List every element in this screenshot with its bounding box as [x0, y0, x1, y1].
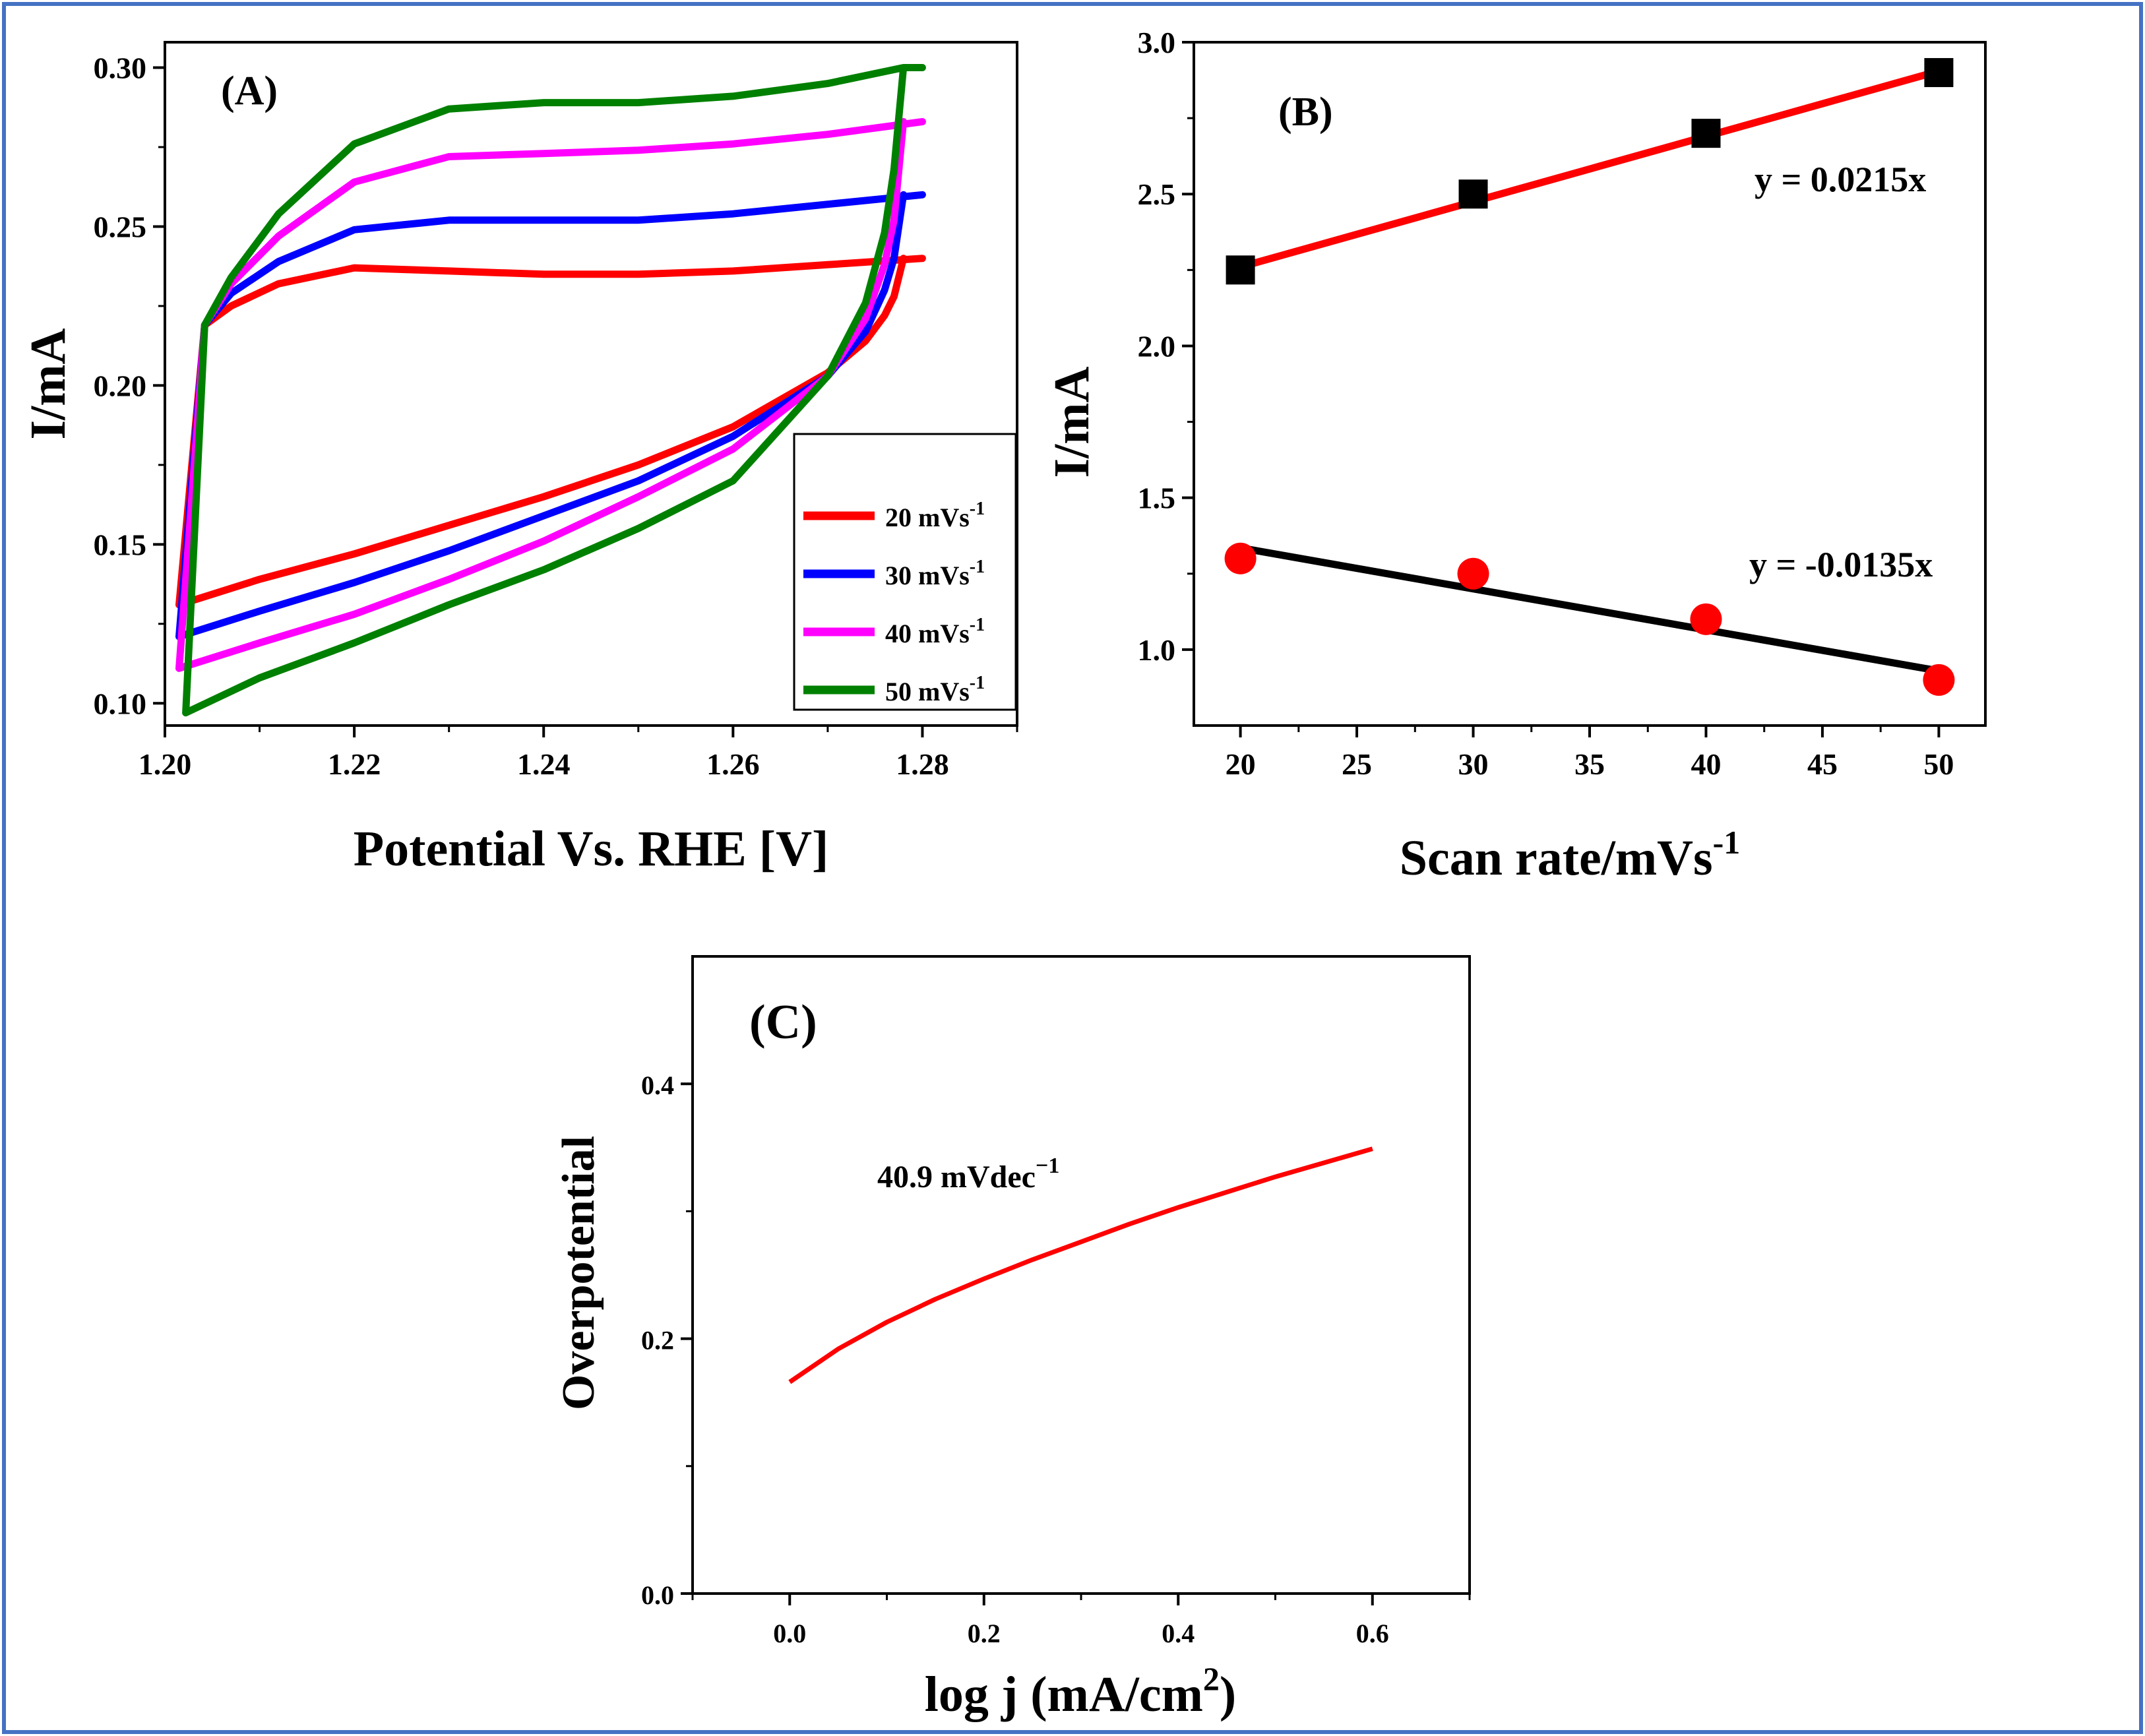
cv-curve-50 [182, 64, 926, 717]
y-tick-label: 0.25 [94, 210, 147, 243]
y-tick-label: 0.0 [641, 1580, 674, 1610]
panel-c-x-label: log j (mA/cm2) [925, 1660, 1236, 1722]
x-tick-label: 0.4 [1162, 1619, 1195, 1648]
marker-circle [1923, 664, 1955, 696]
panel-b-x-label: Scan rate/mVs-1 [1400, 824, 1741, 886]
x-tick-label: 0.6 [1356, 1619, 1389, 1648]
marker-square [1458, 179, 1488, 209]
panel-b-equation-lower: y = -0.0135x [1749, 545, 1933, 584]
y-tick-label: 1.0 [1138, 633, 1176, 667]
x-tick-label: 40 [1691, 747, 1721, 781]
panel-b-label: (B) [1278, 90, 1333, 135]
legend-entry-40: 40 mVs-1 [885, 615, 985, 648]
marker-square [1691, 119, 1721, 148]
panel-c-y-label: Overpotential [553, 1136, 604, 1410]
y-tick-label: 3.0 [1138, 26, 1176, 59]
panel-b: 20 25 30 35 40 45 50 1.0 1.5 2.0 2.5 3.0 (B) y = 0… [1044, 26, 1987, 886]
marker-circle [1690, 603, 1722, 635]
panel-a-plot [175, 64, 926, 717]
x-tick-label: 1.26 [706, 747, 760, 781]
x-tick-label: 35 [1574, 747, 1605, 781]
panel-c-annotation: 40.9 mVdec−1 [877, 1154, 1059, 1194]
x-tick-label: 25 [1342, 747, 1372, 781]
panel-c-y-ticks: 0.0 0.2 0.4 [641, 1070, 693, 1610]
marker-square [1924, 58, 1954, 88]
panel-a: 1.20 1.22 1.24 1.26 1.28 0.10 0.15 0.20 0.25 0.3… [20, 41, 1018, 877]
x-tick-label: 45 [1807, 747, 1838, 781]
marker-square [1226, 255, 1255, 285]
x-tick-label: 50 [1923, 747, 1954, 781]
panel-b-y-ticks: 1.0 1.5 2.0 2.5 3.0 [1138, 26, 1194, 667]
panel-c-plot [788, 1146, 1373, 1384]
x-tick-label: 0.2 [968, 1619, 1001, 1648]
y-tick-label: 2.0 [1138, 329, 1176, 363]
y-tick-label: 0.15 [94, 528, 147, 561]
x-tick-label: 30 [1458, 747, 1489, 781]
y-tick-label: 0.2 [641, 1326, 674, 1355]
x-tick-label: 20 [1226, 747, 1256, 781]
x-tick-label: 1.22 [328, 747, 381, 781]
panel-a-x-ticks: 1.20 1.22 1.24 1.26 1.28 [139, 726, 1018, 781]
marker-circle [1224, 542, 1257, 574]
panel-b-plot [1224, 58, 1955, 696]
legend-entry-30: 30 mVs-1 [885, 557, 985, 590]
panel-c: 0.0 0.2 0.4 0.6 0.00.20.4 (C) 40.9 mVdec−1 … [553, 955, 1471, 1722]
y-tick-label: 1.5 [1138, 481, 1176, 515]
panel-b-y-label: I/mA [1044, 366, 1100, 478]
x-tick-label: 1.28 [896, 747, 949, 781]
panel-a-x-label: Potential Vs. RHE [V] [354, 821, 829, 877]
y-tick-label: 0.20 [94, 369, 147, 402]
panel-b-x-ticks: 20 25 30 35 40 45 50 [1226, 726, 1954, 781]
y-tick-label: 0.30 [94, 51, 147, 85]
panel-a-axes-box [164, 41, 1018, 727]
marker-circle [1457, 557, 1489, 590]
panel-c-label: (C) [749, 995, 817, 1049]
legend-entry-20: 20 mVs-1 [885, 499, 985, 532]
panel-a-y-label: I/mA [20, 328, 76, 439]
y-tick-label: 2.5 [1138, 177, 1176, 211]
tafel-curve [788, 1146, 1373, 1384]
fit-line-anodic [1239, 67, 1940, 271]
fit-line-cathodic [1239, 544, 1940, 675]
legend-entry-50: 50 mVs-1 [885, 673, 985, 706]
panel-c-x-ticks: 0.0 0.2 0.4 0.6 [691, 1594, 1471, 1648]
panel-a-y-ticks: 0.10 0.15 0.20 0.25 0.30 [94, 51, 165, 720]
panel-a-legend: 20 mVs-1 30 mVs-1 40 mVs-1 50 mVs-1 [793, 433, 1017, 711]
panel-a-label: (A) [221, 69, 278, 113]
panel-b-equation-upper: y = 0.0215x [1755, 160, 1926, 199]
y-tick-label: 0.10 [94, 687, 147, 720]
cv-curve-40 [175, 118, 926, 672]
x-tick-label: 1.24 [517, 747, 571, 781]
x-tick-label: 0.0 [773, 1619, 806, 1648]
y-tick-label: 0.4 [641, 1070, 674, 1100]
x-tick-label: 1.20 [139, 747, 192, 781]
